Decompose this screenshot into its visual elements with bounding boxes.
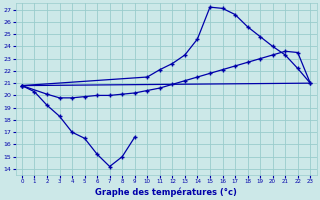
X-axis label: Graphe des températures (°c): Graphe des températures (°c) <box>95 187 237 197</box>
